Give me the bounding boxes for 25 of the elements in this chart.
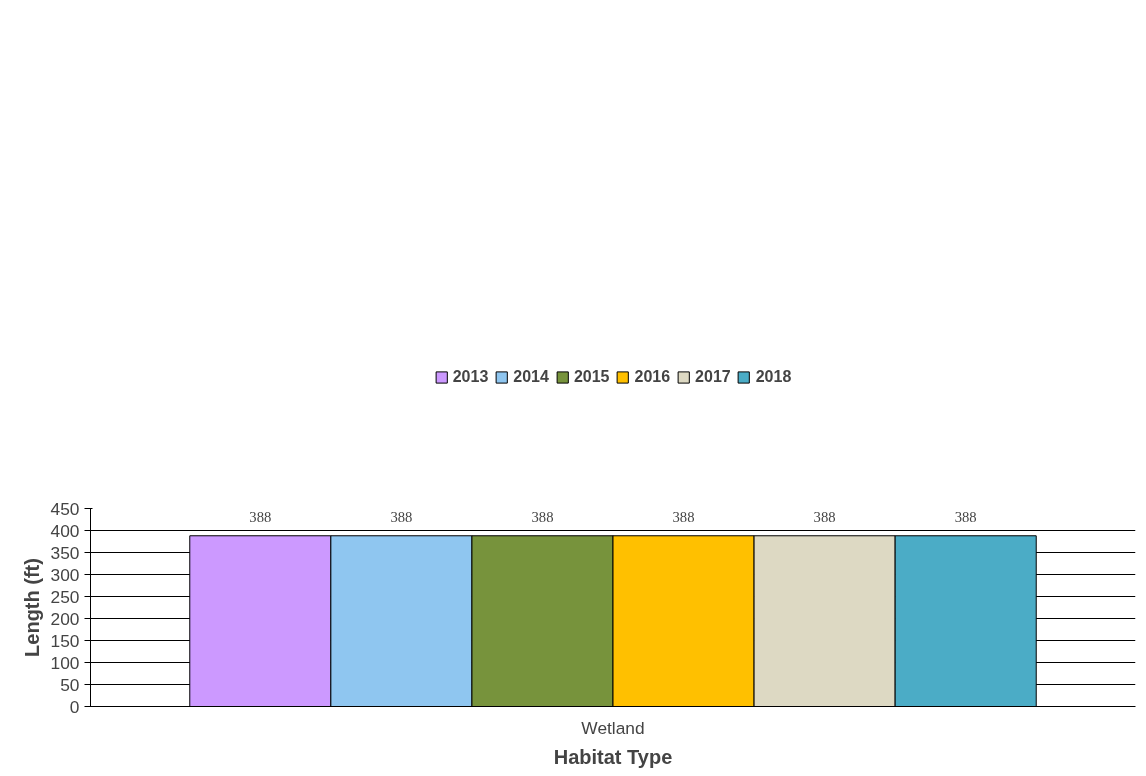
y-tick-label: 0 [69,696,80,717]
legend-label: 2016 [634,367,671,386]
y-tick-label: 350 [50,542,80,563]
y-tick-label: 150 [50,630,80,651]
y-tick-label: 300 [50,564,80,585]
legend-label: 2013 [452,367,489,386]
y-tick-label: 50 [60,674,80,695]
x-axis-title: Habitat Type [553,745,673,768]
legend-label: 2018 [755,367,792,386]
y-tick-label: 250 [50,586,80,607]
data-label: 388 [954,508,977,525]
y-tick-label: 450 [50,498,80,519]
y-tick-label: 400 [50,520,80,541]
legend-label: 2014 [513,367,549,386]
data-label: 388 [390,508,413,525]
data-label: 388 [249,508,272,525]
data-label: 388 [813,508,836,525]
legend-label: 2017 [695,367,731,386]
y-tick-label: 200 [50,608,80,629]
legend-label: 2015 [573,367,610,386]
y-axis-title: Length (ft) [20,558,43,657]
x-tick-label: Wetland [581,717,645,738]
data-label: 388 [531,508,554,525]
data-label: 388 [672,508,695,525]
y-tick-label: 100 [50,652,80,673]
